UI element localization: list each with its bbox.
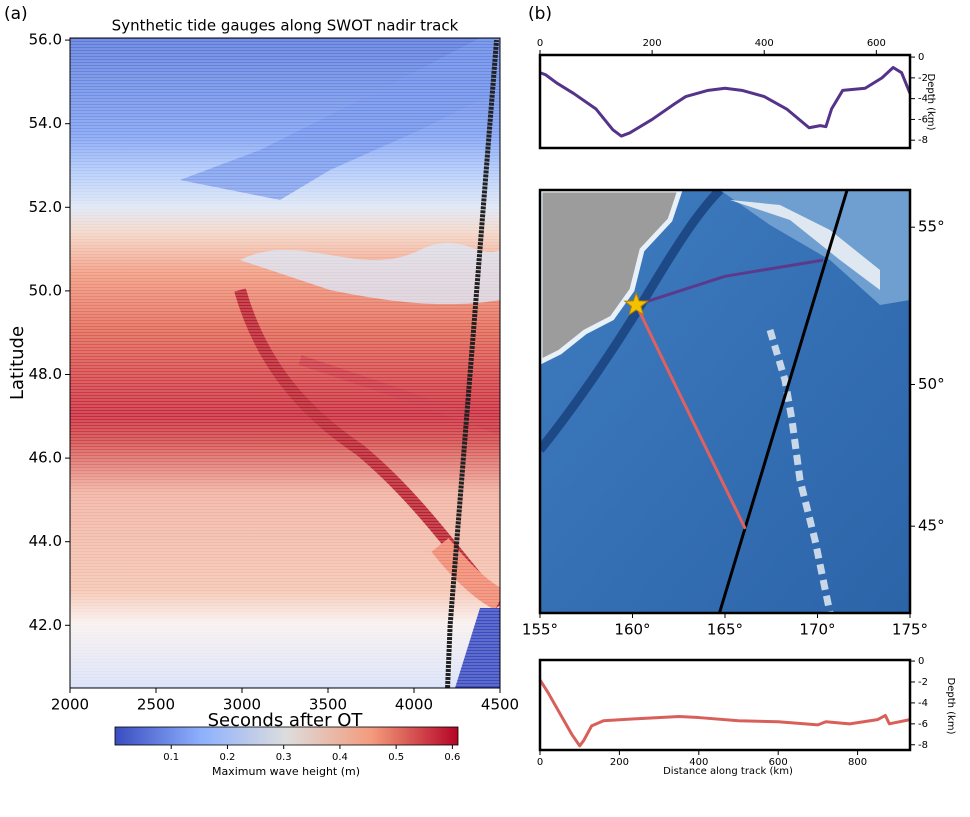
- map-image: [540, 190, 910, 613]
- data-line: [634, 304, 747, 530]
- y-tick-label: 46.0: [29, 449, 62, 467]
- y-tick-label: -6: [918, 719, 928, 730]
- x-tick-label: 600: [867, 38, 886, 49]
- y-tick-label: 45°: [918, 517, 945, 535]
- x-tick-label: 600: [769, 757, 788, 768]
- wave-image: [70, 38, 500, 688]
- x-tick-label: 3500: [309, 696, 347, 714]
- x-tick-label: 2000: [51, 696, 89, 714]
- colorbar-tick-label: 0.2: [220, 752, 236, 763]
- colorbar-tick-label: 0.1: [163, 752, 179, 763]
- chart-title: Synthetic tide gauges along SWOT nadir t…: [112, 17, 459, 35]
- x-tick-label: 200: [643, 38, 662, 49]
- y-tick-label: -6: [918, 114, 928, 125]
- y-tick-label: -2: [918, 677, 928, 688]
- y-tick-label: 0: [918, 656, 924, 667]
- y-tick-label: 42.0: [29, 616, 62, 634]
- x-tick-label: 2500: [137, 696, 175, 714]
- x-tick-label: 400: [755, 38, 774, 49]
- colorbar: [114, 726, 459, 746]
- colorbar-tick-label: 0.3: [276, 752, 292, 763]
- x-axis-label: Distance along track (km): [663, 766, 793, 777]
- y-tick-label: 50°: [918, 375, 945, 393]
- y-tick-label: 55°: [918, 218, 945, 236]
- x-tick-label: 160°: [614, 621, 650, 639]
- y-tick-label: 48.0: [29, 365, 62, 383]
- panel-label: (a): [4, 4, 28, 24]
- y-tick-label: 56.0: [29, 31, 62, 49]
- colorbar-tick-label: 0.5: [388, 752, 404, 763]
- y-tick-label: 52.0: [29, 198, 62, 216]
- x-tick-label: 4500: [481, 696, 519, 714]
- x-tick-label: 800: [848, 757, 867, 768]
- x-tick-label: 200: [610, 757, 629, 768]
- data-line: [539, 65, 912, 138]
- y-tick-label: -4: [918, 698, 928, 709]
- colorbar-label: Maximum wave height (m): [212, 765, 360, 778]
- data-line: [538, 679, 911, 748]
- plot-frame: [538, 658, 912, 752]
- data-line: [635, 258, 824, 307]
- x-axis-label: Seconds after OT: [208, 710, 364, 731]
- x-tick-label: 165°: [707, 621, 743, 639]
- y-axis-label: Latitude: [7, 326, 28, 400]
- x-tick-label: 170°: [799, 621, 835, 639]
- plot-frame: [538, 188, 912, 615]
- y-axis-label: Depth (km): [925, 74, 936, 131]
- plot-frame: [69, 37, 501, 689]
- colorbar-tick-label: 0.6: [444, 752, 460, 763]
- x-tick-label: 0: [537, 757, 543, 768]
- y-axis-label: Depth (km): [945, 678, 956, 735]
- panel-label: (b): [528, 4, 552, 24]
- y-tick-label: 0: [918, 52, 924, 63]
- y-tick-label: 50.0: [29, 281, 62, 299]
- plot-frame: [538, 53, 912, 150]
- y-tick-label: -4: [918, 94, 928, 105]
- y-tick-label: 54.0: [29, 114, 62, 132]
- y-tick-label: -2: [918, 73, 928, 84]
- data-line: [718, 189, 849, 614]
- x-tick-label: 175°: [892, 621, 928, 639]
- x-tick-label: 3000: [223, 696, 261, 714]
- epicenter-star: [623, 291, 649, 316]
- x-tick-label: 155°: [522, 621, 558, 639]
- x-tick-label: 0: [537, 38, 543, 49]
- x-tick-label: 400: [689, 757, 708, 768]
- y-tick-label: -8: [918, 740, 928, 751]
- data-line: [445, 39, 500, 689]
- y-tick-label: 44.0: [29, 532, 62, 550]
- x-tick-label: 4000: [395, 696, 433, 714]
- y-tick-label: -8: [918, 135, 928, 146]
- colorbar-tick-label: 0.4: [332, 752, 348, 763]
